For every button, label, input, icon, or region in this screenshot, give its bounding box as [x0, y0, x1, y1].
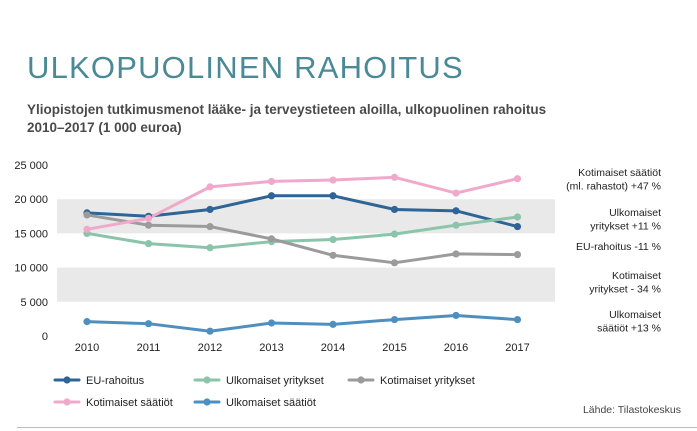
legend-label: EU-rahoitus — [86, 375, 145, 387]
y-tick-label: 10 000 — [14, 263, 48, 275]
x-tick-label: 2016 — [444, 342, 468, 354]
data-point — [329, 320, 337, 328]
data-point — [329, 176, 337, 184]
legend-item: EU-rahoitus — [53, 375, 145, 387]
data-point — [329, 235, 337, 244]
data-point — [144, 320, 153, 328]
series-annotation: Kotimaiset säätiöt (ml. rahastot) +47 % — [566, 167, 661, 193]
legend-label: Kotimaiset yritykset — [380, 375, 475, 387]
end-annotations: Kotimaiset säätiöt (ml. rahastot) +47 % Ul… — [566, 167, 661, 335]
legend-item: Kotimaiset säätiöt — [53, 397, 173, 409]
data-point — [390, 259, 399, 267]
series-lines — [85, 175, 519, 333]
data-point — [206, 205, 214, 214]
data-point — [83, 225, 91, 233]
legend-label: Ulkomaiset säätiöt — [226, 397, 316, 409]
data-point — [83, 211, 91, 219]
data-point — [513, 251, 522, 259]
data-point — [452, 311, 460, 320]
data-point — [267, 235, 276, 243]
data-point — [206, 327, 214, 335]
legend: EU-rahoitus Ulkomaiset yritykset Kotimaise… — [53, 375, 475, 409]
data-point — [390, 173, 399, 181]
data-point — [144, 214, 153, 222]
x-tick-label: 2013 — [259, 342, 283, 354]
data-point — [452, 207, 460, 215]
y-tick-label: 20 000 — [14, 194, 48, 206]
data-point — [513, 315, 522, 324]
y-tick-label: 25 000 — [14, 160, 48, 172]
y-tick-label: 15 000 — [14, 228, 48, 240]
data-point — [144, 240, 153, 248]
series-points — [83, 173, 522, 335]
legend-label: Kotimaiset säätiöt — [86, 397, 173, 409]
y-tick-label: 0 — [42, 331, 48, 343]
data-point — [329, 251, 337, 259]
source-note: Lähde: Tilastokeskus — [582, 404, 681, 416]
data-point — [144, 221, 153, 229]
data-point — [267, 192, 276, 200]
data-point — [452, 189, 460, 197]
legend-marker — [203, 398, 211, 406]
legend-item: Ulkomaiset yritykset — [193, 375, 324, 387]
x-tick-label: 2012 — [198, 342, 222, 354]
x-tick-label: 2011 — [137, 342, 161, 354]
y-axis-ticks: 0 5 000 10 000 15 000 20 000 25 000 — [14, 160, 48, 343]
series-annotation: Kotimaiset yritykset - 34 % — [589, 270, 661, 296]
series-line — [85, 215, 519, 250]
legend-marker — [63, 398, 71, 406]
data-point — [267, 319, 276, 327]
data-point — [390, 315, 399, 324]
legend-label: Ulkomaiset yritykset — [226, 375, 324, 387]
series-annotation: Ulkomaiset säätiöt +13 % — [597, 309, 661, 335]
legend-marker — [203, 376, 211, 384]
grid-band — [57, 267, 555, 302]
bottom-divider — [17, 427, 697, 428]
series-line — [85, 313, 519, 333]
data-point — [206, 222, 214, 231]
data-point — [452, 250, 460, 258]
series-annotation: EU-rahoitus -11 % — [576, 241, 661, 253]
data-point — [390, 205, 399, 214]
legend-item: Kotimaiset yritykset — [347, 375, 475, 387]
x-tick-label: 2017 — [505, 342, 529, 354]
data-point — [513, 222, 522, 231]
legend-marker — [63, 376, 71, 384]
x-tick-label: 2010 — [75, 342, 99, 354]
x-tick-label: 2014 — [321, 342, 345, 354]
series-line — [85, 175, 519, 231]
legend-marker — [357, 376, 365, 384]
chart-subtitle: Yliopistojen tutkimusmenot lääke- ja ter… — [27, 102, 547, 135]
data-point — [390, 230, 399, 238]
data-point — [267, 177, 276, 186]
data-point — [206, 244, 214, 252]
series-annotation: Ulkomaiset yritykset +11 % — [590, 207, 661, 233]
data-point — [206, 183, 214, 191]
data-point — [83, 318, 91, 326]
x-axis-ticks: 2010 2011 2012 2013 2014 2015 2016 2017 — [75, 342, 530, 354]
legend-item: Ulkomaiset säätiöt — [193, 397, 316, 409]
page-title: ULKOPUOLINEN RAHOITUS — [27, 50, 464, 85]
data-point — [329, 192, 337, 200]
x-tick-label: 2015 — [382, 342, 406, 354]
y-tick-label: 5 000 — [20, 297, 48, 309]
series-line — [85, 194, 519, 229]
data-point — [513, 175, 522, 183]
series-line — [85, 213, 519, 265]
data-point — [513, 213, 522, 221]
data-point — [452, 221, 460, 229]
